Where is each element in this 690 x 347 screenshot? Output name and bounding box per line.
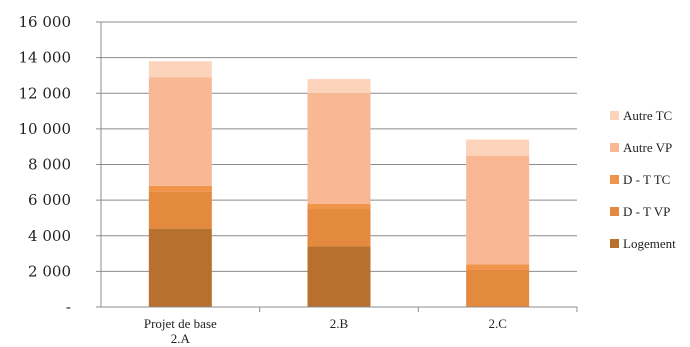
legend-swatch-autre-vp <box>610 143 619 152</box>
bar-segment-autre-tc-2-c <box>466 139 530 156</box>
legend-swatch-autre-tc <box>610 111 619 120</box>
y-tick-labels: - 2 000 4 000 6 000 8 000 10 000 12 000 14 000 1… <box>19 13 72 316</box>
bar-segment-d-t-vp-2-b <box>307 209 371 247</box>
x-tick-label-line: 2.B <box>330 316 349 331</box>
x-tick-labels: Projet de base 2.A 2.B 2.C <box>144 316 507 346</box>
legend-label-d-t-tc: D - T TC <box>623 172 670 187</box>
bar-segment-logement-2-b <box>307 246 371 307</box>
legend-label-d-t-vp: D - T VP <box>623 204 670 219</box>
bar-segment-d-t-tc-2-b <box>307 203 371 210</box>
bars <box>148 61 530 307</box>
bar-segment-autre-tc-2-b <box>307 79 371 94</box>
x-tick-label-2-c: 2.C <box>488 316 506 331</box>
legend-label-logement: Logement <box>623 236 676 251</box>
x-tick-label-line: 2.C <box>488 316 506 331</box>
y-tick-label: - <box>66 298 71 316</box>
bar-segment-d-t-tc-2-c <box>466 264 530 270</box>
bar-segment-autre-vp-2-c <box>466 155 530 265</box>
bar-segment-d-t-vp-projet-de-base-2-a <box>148 191 212 229</box>
y-tick-label: 12 000 <box>19 84 72 102</box>
bar-segment-logement-projet-de-base-2-a <box>148 228 212 307</box>
legend-swatch-d-t-vp <box>610 207 619 216</box>
legend-swatch-d-t-tc <box>610 175 619 184</box>
legend-label-autre-vp: Autre VP <box>623 140 672 155</box>
y-tick-label: 10 000 <box>19 120 72 138</box>
x-tick-label-line: 2.A <box>171 331 191 346</box>
axes <box>96 21 578 312</box>
y-tick-label: 4 000 <box>28 227 71 245</box>
y-tick-label: 2 000 <box>28 262 71 280</box>
bar-segment-d-t-tc-projet-de-base-2-a <box>148 185 212 192</box>
bar-segment-autre-vp-projet-de-base-2-a <box>148 77 212 186</box>
bar-segment-d-t-vp-2-c <box>466 269 530 307</box>
x-tick-label-line: Projet de base <box>144 316 217 331</box>
bar-segment-autre-tc-projet-de-base-2-a <box>148 61 212 78</box>
x-tick-label-projet-de-base-2-a: Projet de base 2.A <box>144 316 217 346</box>
bar-segment-autre-vp-2-b <box>307 93 371 204</box>
y-tick-label: 6 000 <box>28 191 71 209</box>
x-tick-label-2-b: 2.B <box>330 316 349 331</box>
legend-swatch-logement <box>610 239 619 248</box>
y-tick-label: 14 000 <box>19 49 72 67</box>
y-tick-label: 8 000 <box>28 156 71 174</box>
y-tick-label: 16 000 <box>19 13 72 31</box>
legend-label-autre-tc: Autre TC <box>623 108 672 123</box>
legend: Autre TC Autre VP D - T TC D - T VP Logement <box>610 108 676 251</box>
